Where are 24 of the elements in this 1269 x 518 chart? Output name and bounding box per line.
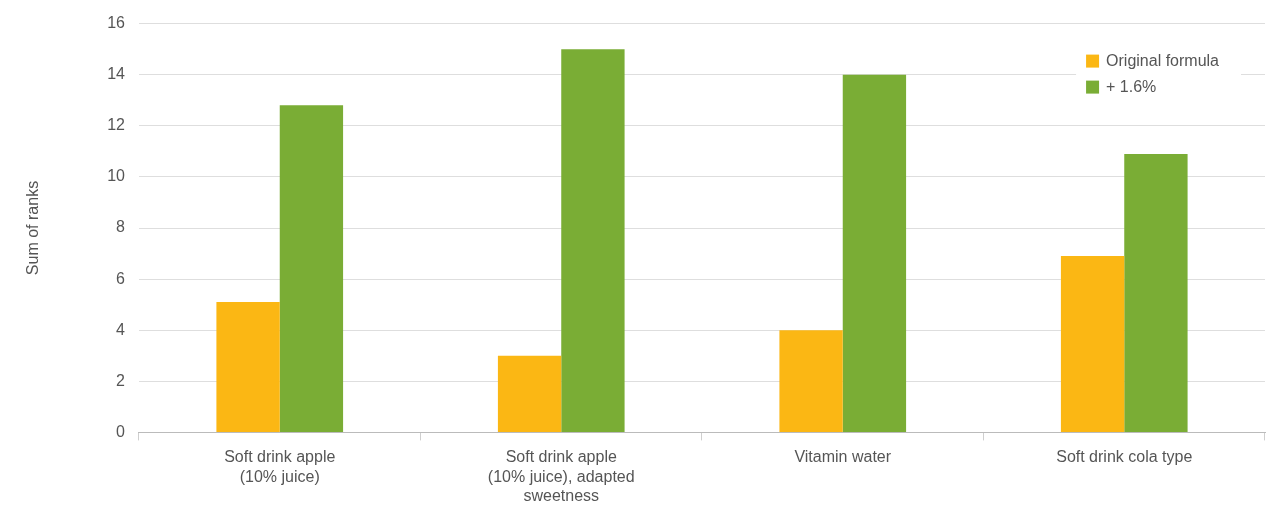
y-tick-label: 16	[107, 14, 126, 32]
y-tick-label: 2	[116, 371, 126, 389]
y-tick-label: 4	[116, 320, 126, 338]
bar	[1124, 153, 1188, 432]
bar	[497, 355, 562, 432]
x-tick-label: Vitamin water	[794, 448, 892, 466]
x-tick-label: Soft drink apple (10% juice), adapted sweetness	[487, 448, 635, 504]
y-tick-label: 8	[116, 218, 126, 236]
x-tick-label: Soft drink apple (10% juice)	[224, 448, 336, 485]
y-tick-label: 14	[107, 65, 126, 83]
bar	[279, 105, 344, 432]
legend-label: + 1.6%	[1106, 78, 1157, 96]
x-tick-label: Soft drink cola type	[1056, 448, 1193, 466]
bar	[842, 74, 907, 432]
legend-label: Original formula	[1106, 52, 1220, 70]
y-axis-title: Sum of ranks	[24, 180, 42, 276]
bar	[216, 302, 280, 432]
bar	[561, 49, 625, 432]
y-tick-label: 10	[107, 167, 126, 185]
bar	[779, 330, 843, 432]
y-tick-label: 0	[116, 422, 126, 440]
bar	[1060, 256, 1125, 432]
y-tick-label: 6	[116, 269, 126, 287]
y-tick-label: 12	[107, 116, 126, 134]
